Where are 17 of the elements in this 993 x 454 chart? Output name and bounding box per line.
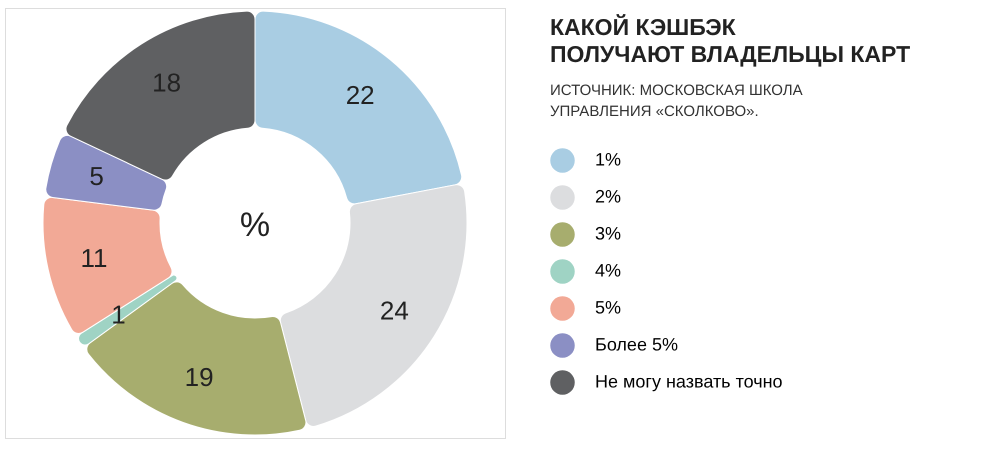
- data-label: 11: [80, 242, 108, 273]
- data-label: 1: [111, 300, 126, 330]
- legend-label: 4%: [595, 260, 622, 280]
- text: %: [240, 206, 270, 244]
- data-label: 22: [346, 80, 375, 110]
- data-label: 24: [380, 295, 409, 326]
- data-label: 18: [152, 68, 182, 98]
- legend-label: 1%: [595, 150, 622, 170]
- legend-label: 3%: [595, 224, 622, 244]
- legend-label: 2%: [595, 186, 622, 206]
- text: КАКОЙ КЭШБЭК ПОЛУЧАЮТ ВЛАДЕЛЬЦЫ КАРТ: [550, 14, 910, 67]
- text: ИСТОЧНИК: МОСКОВСКАЯ ШКОЛА УПРАВЛЕНИЯ «СКОЛКОВО».: [550, 82, 803, 120]
- legend-label: Не могу назвать точно: [595, 372, 783, 392]
- data-label: 5: [89, 160, 104, 191]
- legend-label: Более 5%: [595, 334, 678, 354]
- legend-label: 5%: [595, 298, 622, 318]
- data-label: 19: [184, 362, 214, 392]
